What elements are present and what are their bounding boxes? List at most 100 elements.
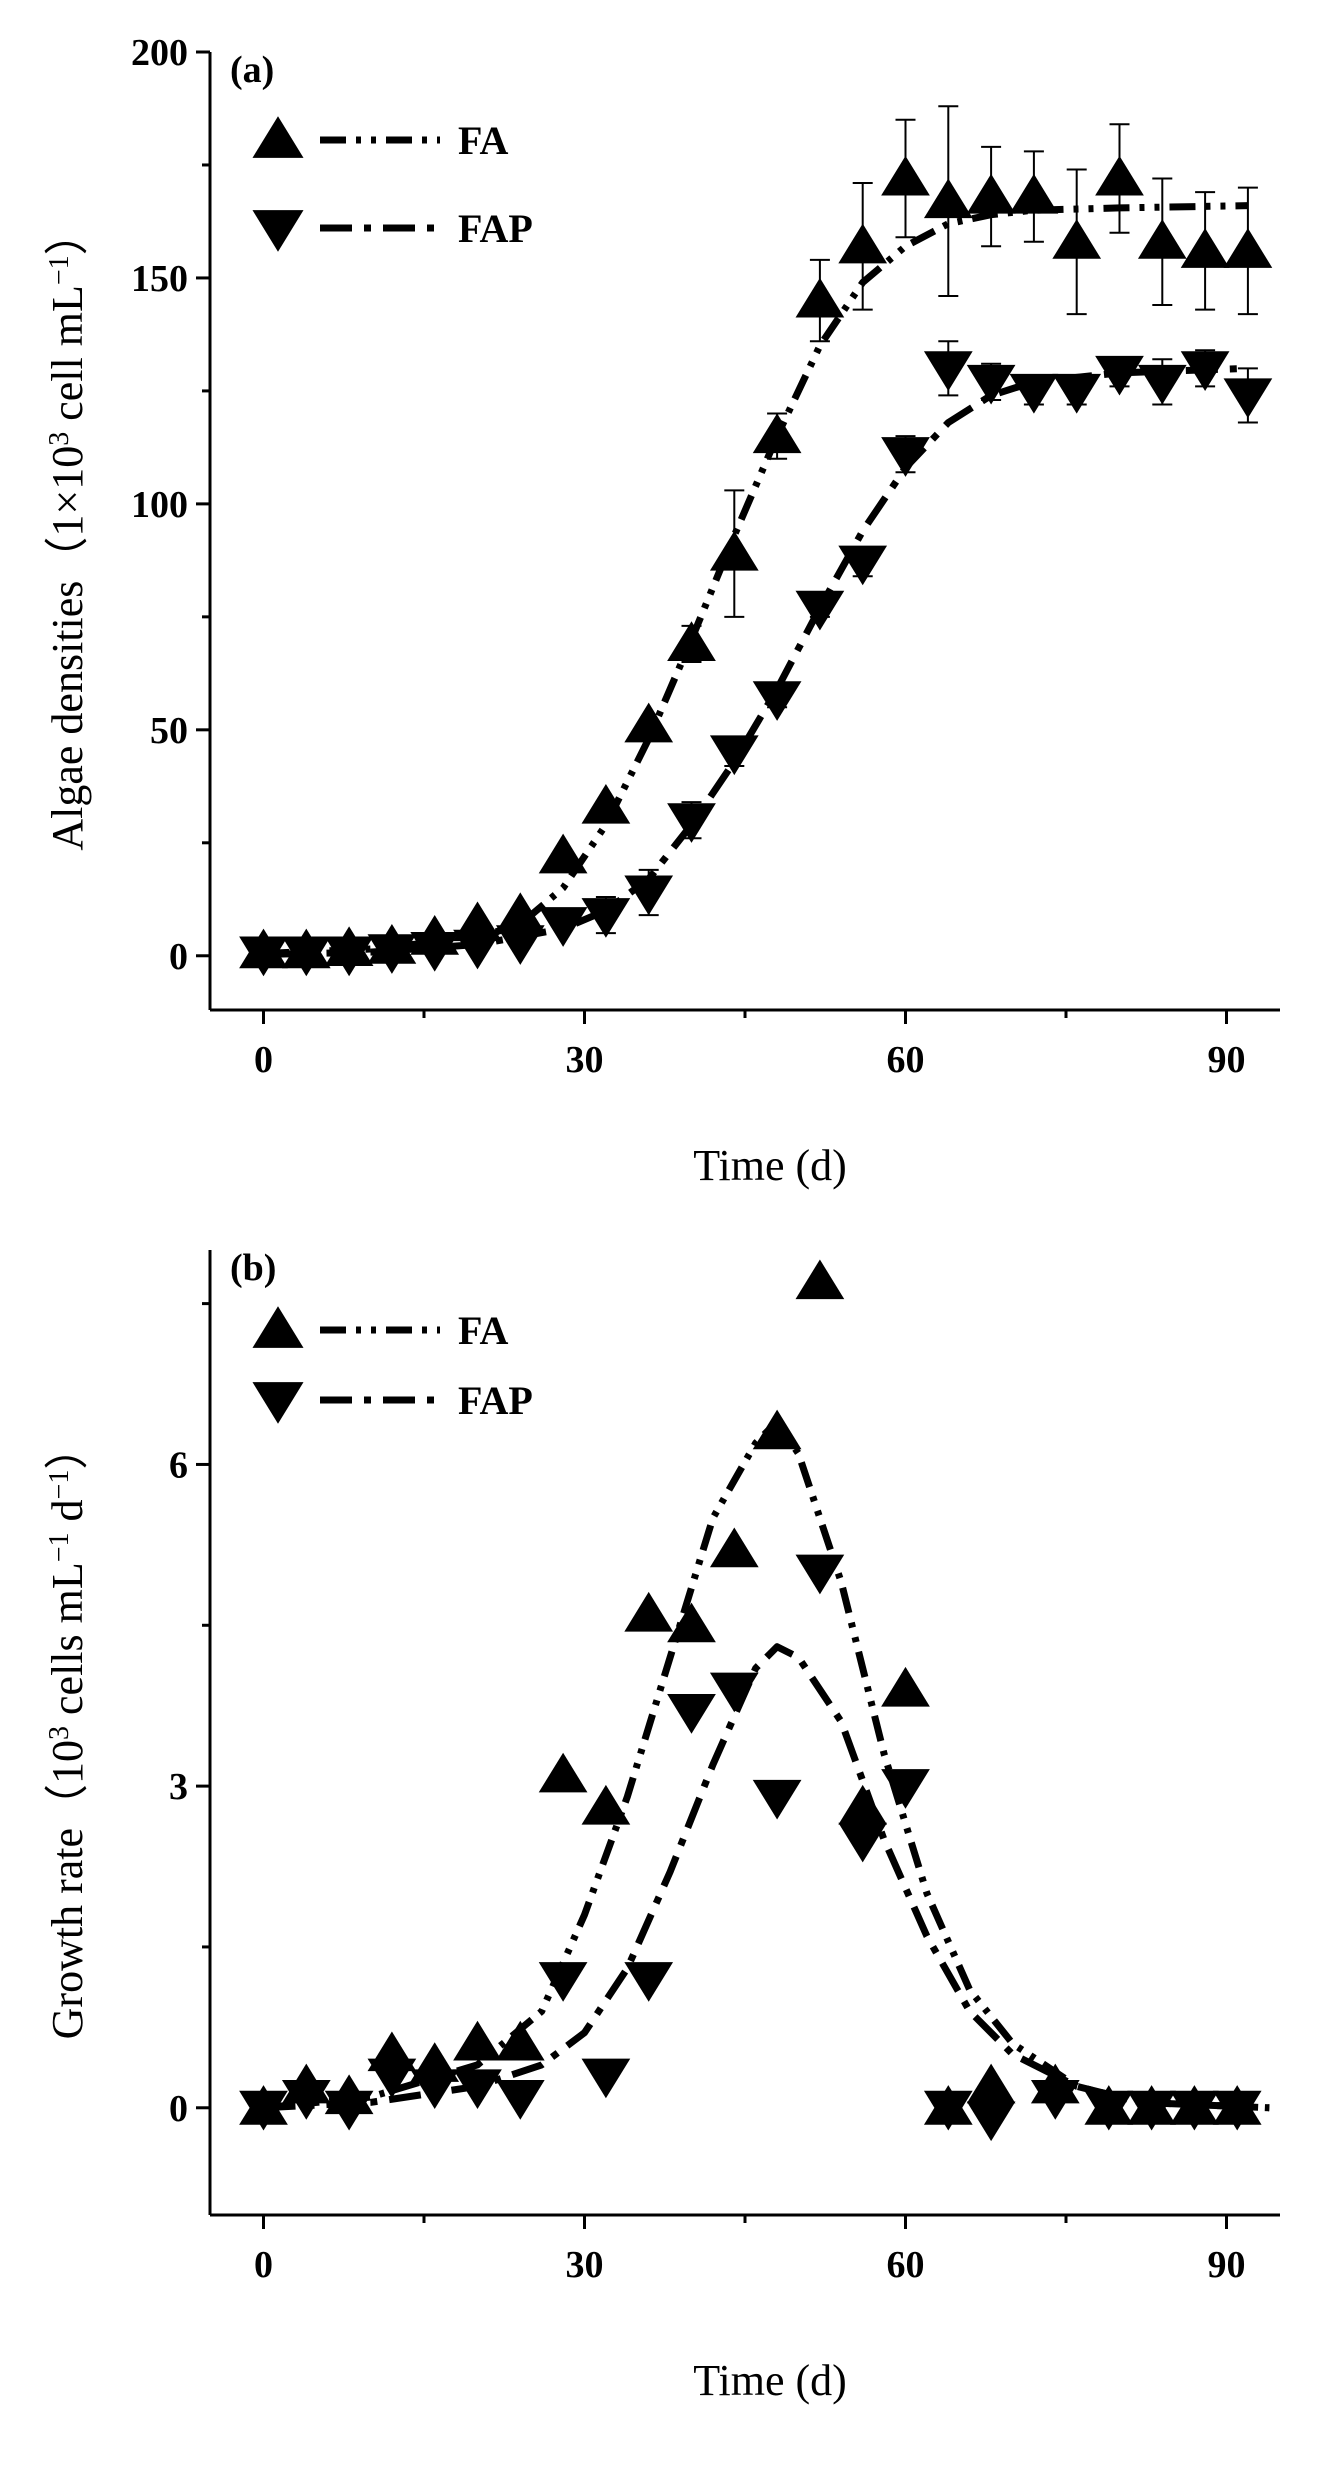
data-point-fap (1180, 351, 1230, 392)
data-point-fap (838, 1822, 888, 1863)
data-point-fa (453, 2020, 502, 2061)
data-point-fap (881, 1769, 930, 1809)
data-point-fa (838, 1784, 888, 1825)
legend-marker-fa (252, 116, 304, 158)
data-point-fa (495, 892, 545, 933)
x-tick-label: 90 (1208, 2244, 1246, 2286)
data-point-fap (324, 936, 374, 977)
x-tick-label: 0 (254, 2244, 273, 2286)
data-point-fa (966, 2063, 1016, 2104)
data-point-fap (1137, 364, 1187, 405)
data-point-fap (1127, 2090, 1176, 2131)
data-point-fap (1030, 2080, 1080, 2120)
data-point-fa (752, 1409, 802, 1450)
y-axis-label-superscript: −1 (44, 1532, 75, 1562)
data-point-fap (1052, 373, 1102, 414)
y-tick-label: 6 (169, 1444, 188, 1486)
data-point-fa (624, 1591, 674, 1632)
data-point-fa (495, 2020, 545, 2061)
data-point-fap (1084, 2090, 1134, 2131)
y-tick-label: 0 (169, 2088, 188, 2130)
x-axis-label: Time (d) (693, 1141, 847, 1190)
legend-label-fap: FAP (458, 1378, 533, 1423)
data-point-fap (795, 1554, 845, 1595)
data-point-fap (923, 2090, 973, 2131)
data-point-fa (966, 173, 1016, 214)
x-tick-label: 30 (566, 2244, 604, 2286)
y-axis-label: Algae densities（1×103 cell mL−1） (43, 211, 92, 850)
data-point-fa (795, 277, 845, 318)
legend-marker-fap (252, 210, 304, 252)
y-axis-label-part: cells mL (43, 1562, 92, 1726)
y-tick-label: 100 (131, 484, 188, 526)
panel-label: (b) (230, 1247, 276, 1289)
data-point-fap (367, 934, 417, 974)
data-point-fap (410, 2069, 460, 2110)
data-point-fap (966, 2101, 1016, 2142)
x-tick-label: 60 (887, 2244, 925, 2286)
data-point-fa (1095, 155, 1144, 196)
data-point-fap (1095, 355, 1144, 396)
data-point-fap (667, 803, 716, 843)
y-axis-label-part: cell mL (43, 285, 92, 432)
fit-curve-fa (263, 1418, 1270, 2112)
data-point-fap (281, 2080, 331, 2120)
y-axis-label-part: Growth rate（10 (43, 1740, 92, 2039)
y-axis-label-superscript: 3 (44, 432, 75, 446)
data-point-fa (838, 223, 888, 264)
data-point-fa (881, 1666, 930, 1707)
data-point-fap (1009, 373, 1059, 414)
data-point-fa (1009, 173, 1059, 214)
data-point-fap (538, 1962, 588, 2002)
data-point-fap (881, 437, 930, 477)
data-point-fap (624, 1962, 674, 2002)
data-point-fa (881, 155, 930, 196)
data-point-fap (752, 681, 802, 721)
data-point-fa (581, 1784, 631, 1825)
data-point-fap (709, 735, 759, 776)
data-point-fap (1223, 378, 1273, 419)
data-point-fa (752, 413, 802, 454)
data-point-fap (538, 907, 588, 947)
data-point-fap (667, 1694, 716, 1734)
data-point-fa (667, 1602, 716, 1643)
y-tick-label: 0 (169, 936, 188, 978)
y-axis-label-part: ） (43, 211, 92, 255)
y-axis-label-superscript: 3 (44, 1726, 75, 1740)
data-point-fa (538, 1752, 588, 1793)
legend-label-fa: FA (458, 1308, 508, 1353)
y-axis-label: Growth rate（103 cells mL−1 d−1） (43, 1426, 92, 2040)
data-point-fa (1052, 219, 1102, 259)
y-tick-label: 200 (131, 32, 188, 74)
data-point-fa (1223, 228, 1273, 268)
y-tick-label: 150 (131, 258, 188, 300)
x-tick-label: 0 (254, 1039, 273, 1081)
data-point-fap (581, 2058, 631, 2099)
data-point-fa (709, 530, 759, 571)
data-point-fap (239, 936, 288, 977)
x-tick-label: 90 (1208, 1039, 1246, 1081)
legend-marker-fa (252, 1306, 304, 1348)
data-point-fa (1137, 219, 1187, 259)
data-point-fap (453, 929, 502, 970)
legend-marker-fap (252, 1382, 304, 1424)
y-axis-label-part: d (43, 1499, 92, 1532)
data-point-fap (367, 2058, 417, 2099)
panel-label: (a) (230, 49, 274, 91)
data-point-fap (966, 364, 1016, 405)
data-point-fap (495, 2080, 545, 2120)
data-point-fap (281, 936, 331, 977)
x-tick-label: 30 (566, 1039, 604, 1081)
y-tick-label: 50 (150, 710, 188, 752)
y-axis-label-part: Algae densities（1×10 (43, 446, 92, 851)
data-point-fap (795, 590, 845, 631)
y-axis-label-superscript: −1 (44, 255, 75, 285)
data-point-fap (1170, 2090, 1219, 2131)
data-point-fa (667, 621, 716, 661)
data-point-fa (538, 833, 588, 874)
data-point-fa (709, 1527, 759, 1568)
x-tick-label: 60 (887, 1039, 925, 1081)
legend-label-fa: FA (458, 118, 508, 163)
